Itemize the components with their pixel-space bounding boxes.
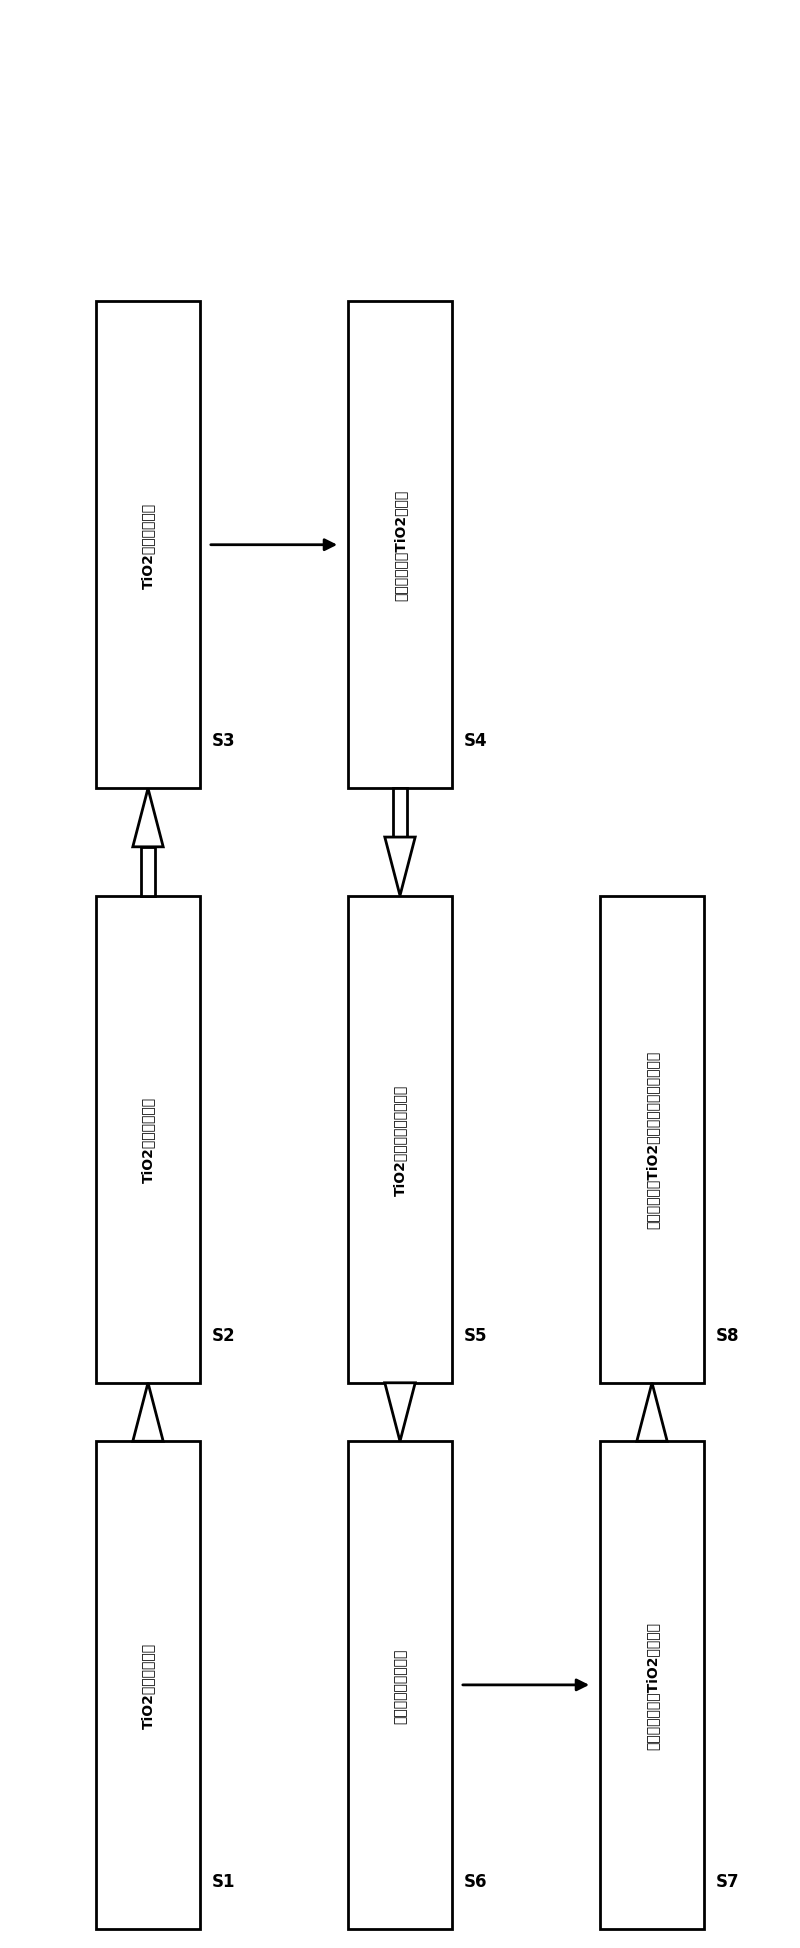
Text: 银量子点修饰TiO2纳米管于不同温度下退火: 银量子点修饰TiO2纳米管于不同温度下退火: [645, 1050, 659, 1229]
Text: TiO2溶液水热反应: TiO2溶液水热反应: [141, 1097, 155, 1182]
FancyBboxPatch shape: [600, 1442, 704, 1929]
Bar: [393, 789, 407, 838]
Text: TiO2纳米管烷硫基酸处理: TiO2纳米管烷硫基酸处理: [393, 1083, 407, 1196]
Text: S8: S8: [716, 1327, 739, 1344]
FancyBboxPatch shape: [96, 302, 200, 789]
Polygon shape: [385, 1383, 415, 1442]
FancyBboxPatch shape: [348, 1442, 452, 1929]
Text: 银量子点沉积于TiO2纳米管上: 银量子点沉积于TiO2纳米管上: [645, 1621, 659, 1749]
Polygon shape: [133, 1383, 163, 1442]
FancyBboxPatch shape: [96, 896, 200, 1383]
FancyBboxPatch shape: [600, 896, 704, 1383]
Text: S6: S6: [464, 1872, 487, 1890]
Text: S2: S2: [212, 1327, 236, 1344]
Text: TiO2颗粒超声分散: TiO2颗粒超声分散: [141, 1642, 155, 1728]
Text: TiO2反应沉淀清洗: TiO2反应沉淀清洗: [141, 503, 155, 588]
Text: S1: S1: [212, 1872, 235, 1890]
FancyBboxPatch shape: [348, 302, 452, 789]
Bar: [141, 847, 155, 896]
Text: 疏基乙酸吸附后清洗: 疏基乙酸吸附后清洗: [393, 1648, 407, 1722]
Text: S5: S5: [464, 1327, 487, 1344]
Text: 硝酸处理获得TiO2纳米管: 硝酸处理获得TiO2纳米管: [393, 489, 407, 602]
Text: S3: S3: [212, 732, 236, 750]
Polygon shape: [133, 789, 163, 847]
FancyBboxPatch shape: [348, 896, 452, 1383]
Text: S7: S7: [716, 1872, 740, 1890]
FancyBboxPatch shape: [96, 1442, 200, 1929]
Text: S4: S4: [464, 732, 488, 750]
Polygon shape: [385, 838, 415, 896]
Polygon shape: [637, 1383, 667, 1442]
